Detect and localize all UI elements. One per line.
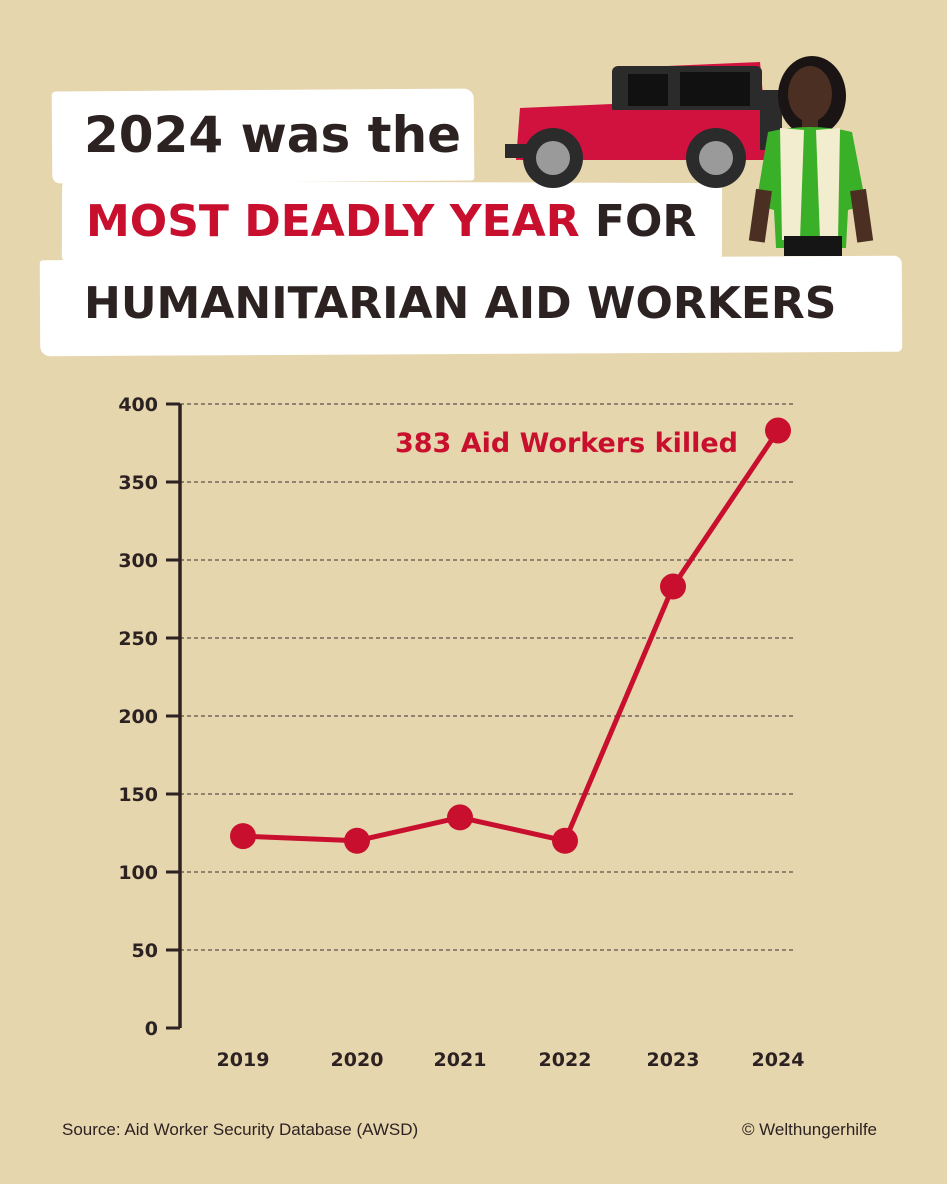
title-line-1-text: 2024 was the xyxy=(84,106,462,164)
data-point xyxy=(447,804,473,831)
x-tick-label: 2022 xyxy=(539,1049,592,1071)
x-tick-label: 2020 xyxy=(331,1049,384,1071)
line-chart: 0 50 100 150 200 250 300 350 400 2019 2020 2021 202… xyxy=(118,394,805,1071)
x-tick-label: 2019 xyxy=(217,1049,270,1071)
data-point xyxy=(660,573,686,600)
title-highlight: MOST DEADLY YEAR xyxy=(86,196,580,247)
data-point xyxy=(230,823,256,850)
data-point xyxy=(765,417,791,444)
source-note: Source: Aid Worker Security Database (AW… xyxy=(62,1120,419,1139)
data-point xyxy=(344,827,370,854)
y-tick-label: 400 xyxy=(118,394,158,416)
aid-worker-icon xyxy=(748,56,874,256)
x-tick-label: 2021 xyxy=(434,1049,487,1071)
data-point xyxy=(552,827,578,854)
y-tick-label: 300 xyxy=(118,550,158,572)
y-tick-label: 100 xyxy=(118,862,158,884)
title-line-2: MOST DEADLY YEAR FOR xyxy=(86,196,696,247)
y-tick-label: 0 xyxy=(145,1018,158,1040)
annotation-label: 383 Aid Workers killed xyxy=(395,428,738,459)
title-line-1: 2024 was the xyxy=(84,106,461,164)
y-tick-label: 150 xyxy=(118,784,158,806)
title-line-2-rest: FOR xyxy=(579,196,697,247)
x-tick-label: 2023 xyxy=(647,1049,700,1071)
copyright: © Welthungerhilfe xyxy=(741,1120,877,1139)
jeep-icon xyxy=(505,62,782,188)
title-line-3-text: HUMANITARIAN AID WORKERS xyxy=(84,278,837,329)
y-tick-label: 250 xyxy=(118,628,158,650)
x-tick-label: 2024 xyxy=(752,1049,805,1071)
illustration xyxy=(505,56,874,256)
y-tick-label: 50 xyxy=(132,940,158,962)
title-line-3: HUMANITARIAN AID WORKERS xyxy=(84,278,837,329)
y-tick-label: 200 xyxy=(118,706,158,728)
y-tick-label: 350 xyxy=(118,472,158,494)
series-line xyxy=(242,429,781,844)
